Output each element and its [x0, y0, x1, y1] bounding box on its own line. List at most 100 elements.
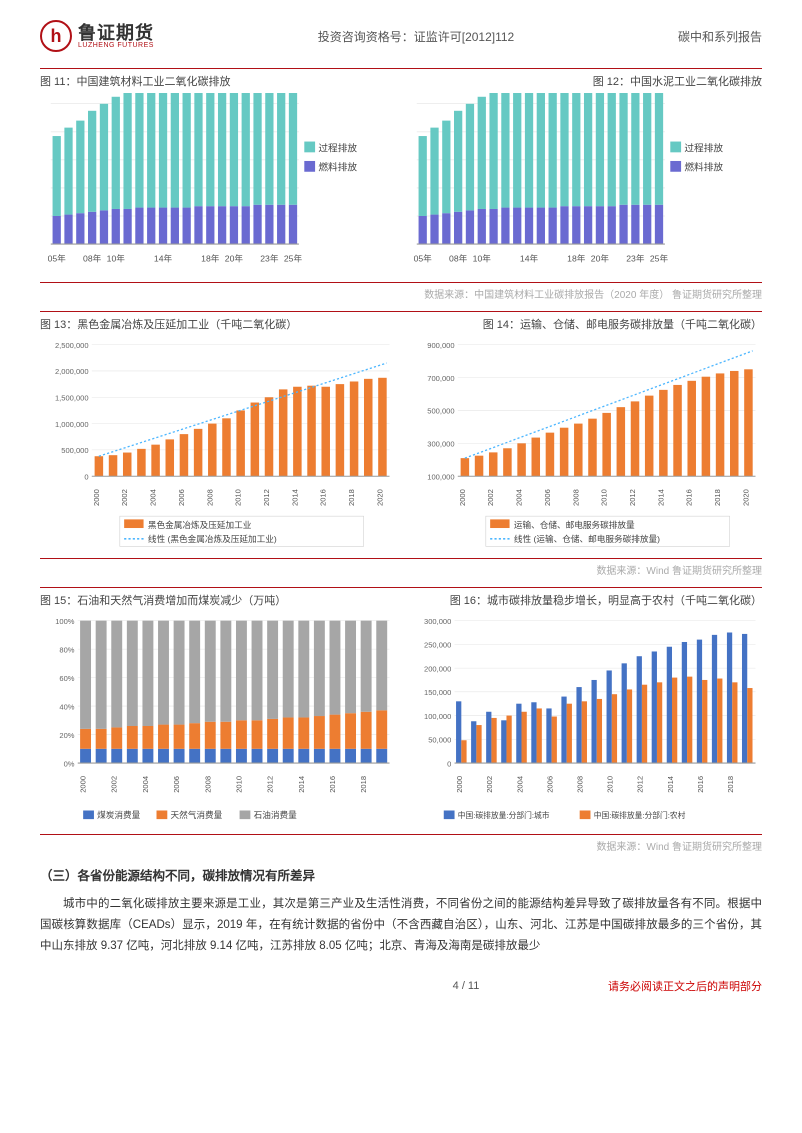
svg-text:2012: 2012 [262, 490, 271, 507]
svg-text:2010: 2010 [234, 776, 243, 793]
logo-en: LUZHENG FUTURES [78, 42, 154, 49]
svg-text:700,000: 700,000 [427, 374, 454, 383]
header: h 鲁证期货 LUZHENG FUTURES 投资咨询资格号：证监许可[2012… [40, 20, 762, 52]
svg-text:100,000: 100,000 [427, 473, 454, 482]
svg-text:煤炭消费量: 煤炭消费量 [97, 809, 141, 820]
fig12-chart: 05年08年10年14年18年20年23年25年过程排放燃料排放 [406, 93, 762, 276]
svg-text:2006: 2006 [172, 776, 181, 793]
svg-text:天然气消费量: 天然气消费量 [171, 809, 223, 820]
fig11-title: 图 11：中国建筑材料工业二氧化碳排放 [40, 73, 230, 89]
svg-text:中国:碳排放量:分部门:城市: 中国:碳排放量:分部门:城市 [458, 810, 550, 820]
svg-text:2002: 2002 [120, 490, 129, 507]
svg-text:500,000: 500,000 [61, 447, 88, 456]
svg-text:过程排放: 过程排放 [318, 141, 357, 154]
svg-text:2006: 2006 [543, 490, 552, 507]
svg-text:05年: 05年 [48, 252, 67, 263]
chart-row-1: 05年08年10年14年18年20年23年25年过程排放燃料排放 05年08年1… [40, 93, 762, 276]
svg-text:运输、仓储、邮电服务碳排放量: 运输、仓储、邮电服务碳排放量 [514, 519, 635, 530]
svg-text:500,000: 500,000 [427, 407, 454, 416]
svg-text:1,500,000: 1,500,000 [55, 394, 89, 403]
svg-text:05年: 05年 [414, 252, 433, 263]
svg-text:25年: 25年 [284, 252, 303, 263]
header-series: 碳中和系列报告 [678, 28, 762, 45]
svg-text:2010: 2010 [606, 776, 615, 793]
svg-text:2000: 2000 [92, 490, 101, 507]
svg-text:20%: 20% [59, 731, 74, 740]
svg-text:1,000,000: 1,000,000 [55, 420, 89, 429]
svg-text:2016: 2016 [319, 490, 328, 507]
svg-text:2014: 2014 [290, 490, 299, 507]
svg-text:2,000,000: 2,000,000 [55, 368, 89, 377]
svg-text:2002: 2002 [486, 490, 495, 507]
svg-text:2010: 2010 [600, 490, 609, 507]
fig16-title: 图 16：城市碳排放量稳步增长，明显高于农村（千吨二氧化碳） [450, 592, 762, 608]
source-11-12: 数据来源：中国建筑材料工业碳排放报告（2020 年度） 鲁证期货研究所整理 [40, 282, 762, 301]
svg-text:2014: 2014 [666, 776, 675, 793]
svg-text:40%: 40% [59, 702, 74, 711]
svg-text:2006: 2006 [177, 490, 186, 507]
body-paragraph: 城市中的二氧化碳排放主要来源是工业，其次是第三产业及生活性消费，不同省份之间的能… [40, 894, 762, 958]
section-heading: （三）各省份能源结构不同，碳排放情况有所差异 [40, 865, 762, 884]
svg-text:2,500,000: 2,500,000 [55, 341, 89, 350]
svg-text:250,000: 250,000 [424, 641, 451, 650]
svg-text:2018: 2018 [726, 776, 735, 793]
svg-text:2014: 2014 [297, 776, 306, 793]
svg-text:2008: 2008 [203, 776, 212, 793]
header-license: 投资咨询资格号：证监许可[2012]112 [318, 28, 515, 45]
svg-text:80%: 80% [59, 645, 74, 654]
fig16-chart: 050,000100,000150,000200,000250,000300,0… [406, 612, 762, 828]
fig15-title: 图 15：石油和天然气消费增加而煤炭减少（万吨） [40, 592, 286, 608]
svg-text:18年: 18年 [201, 252, 220, 263]
fig13-title: 图 13：黑色金属冶炼及压延加工业（千吨二氧化碳） [40, 316, 297, 332]
svg-text:过程排放: 过程排放 [684, 141, 723, 154]
fig-11-12-title-row: 图 11：中国建筑材料工业二氧化碳排放 图 12：中国水泥工业二氧化碳排放 [40, 68, 762, 89]
svg-text:50,000: 50,000 [428, 736, 451, 745]
svg-text:2002: 2002 [485, 776, 494, 793]
svg-text:2008: 2008 [205, 490, 214, 507]
fig11-chart: 05年08年10年14年18年20年23年25年过程排放燃料排放 [40, 93, 396, 276]
svg-text:2010: 2010 [234, 490, 243, 507]
svg-text:2002: 2002 [110, 776, 119, 793]
svg-text:2004: 2004 [515, 776, 524, 793]
logo-block: h 鲁证期货 LUZHENG FUTURES [40, 20, 154, 52]
svg-text:2004: 2004 [141, 776, 150, 793]
svg-text:10年: 10年 [473, 252, 492, 263]
svg-text:0%: 0% [64, 759, 75, 768]
svg-text:200,000: 200,000 [424, 664, 451, 673]
footer: 4 / 11 请务必阅读正文之后的声明部分 [40, 978, 762, 994]
svg-text:2008: 2008 [571, 490, 580, 507]
svg-text:0: 0 [84, 473, 88, 482]
svg-text:100,000: 100,000 [424, 712, 451, 721]
svg-text:23年: 23年 [260, 252, 279, 263]
svg-text:23年: 23年 [626, 252, 645, 263]
fig15-chart: 0%20%40%60%80%100%2000200220042006200820… [40, 612, 396, 828]
svg-text:线性 (黑色金属冶炼及压延加工业): 线性 (黑色金属冶炼及压延加工业) [148, 533, 277, 544]
svg-text:2012: 2012 [266, 776, 275, 793]
svg-text:2014: 2014 [656, 490, 665, 507]
source-13-14: 数据来源：Wind 鲁证期货研究所整理 [40, 558, 762, 577]
svg-text:2012: 2012 [636, 776, 645, 793]
svg-text:18年: 18年 [567, 252, 586, 263]
logo-text: 鲁证期货 LUZHENG FUTURES [78, 24, 154, 49]
fig13-chart: 0 500,000 1,000,000 1,500,000 2,000,000 2,500… [40, 336, 396, 552]
fig-15-16-title-row: 图 15：石油和天然气消费增加而煤炭减少（万吨） 图 16：城市碳排放量稳步增长… [40, 587, 762, 608]
page-number: 4 / 11 [324, 980, 608, 992]
svg-text:2000: 2000 [455, 776, 464, 793]
svg-text:0: 0 [447, 759, 451, 768]
svg-text:黑色金属冶炼及压延加工业: 黑色金属冶炼及压延加工业 [148, 519, 252, 530]
svg-text:石油消费量: 石油消费量 [254, 809, 298, 820]
svg-text:2008: 2008 [575, 776, 584, 793]
svg-text:2012: 2012 [628, 490, 637, 507]
svg-text:10年: 10年 [107, 252, 126, 263]
source-15-16: 数据来源：Wind 鲁证期货研究所整理 [40, 834, 762, 853]
svg-text:2016: 2016 [685, 490, 694, 507]
fig14-chart: 100,000300,000500,000700,000900,00020002… [406, 336, 762, 552]
svg-text:2018: 2018 [713, 490, 722, 507]
svg-text:2020: 2020 [375, 490, 384, 507]
svg-text:2000: 2000 [79, 776, 88, 793]
footer-note: 请务必阅读正文之后的声明部分 [608, 978, 762, 994]
svg-text:2018: 2018 [347, 490, 356, 507]
svg-text:08年: 08年 [83, 252, 102, 263]
svg-text:14年: 14年 [520, 252, 539, 263]
svg-text:25年: 25年 [650, 252, 669, 263]
